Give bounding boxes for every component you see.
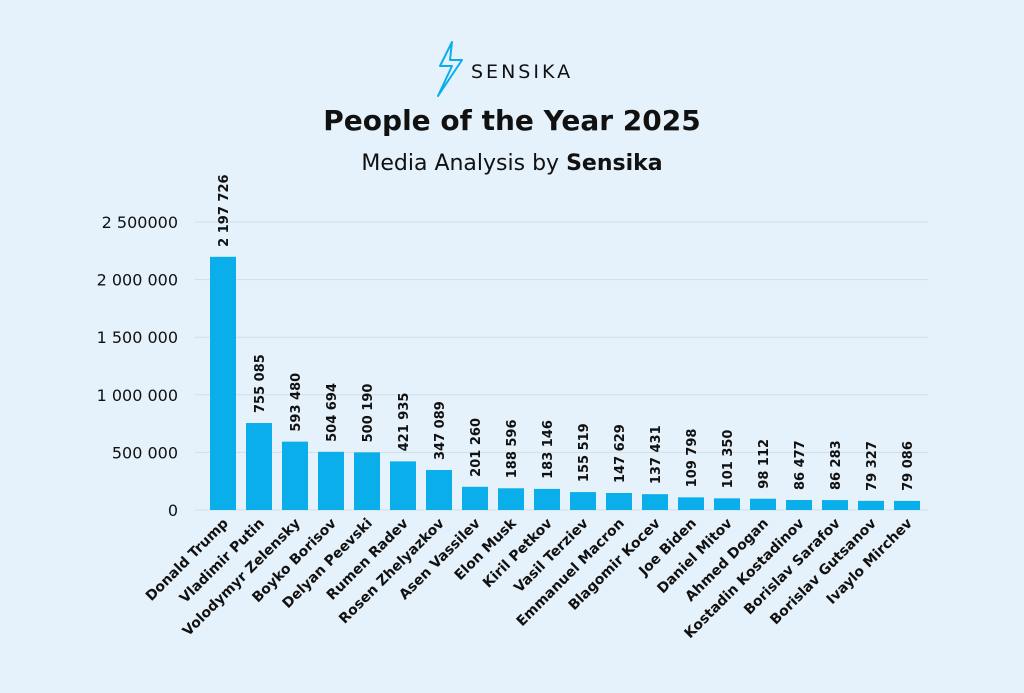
- y-tick-label: 500 000: [112, 443, 178, 462]
- value-label: 2 197 726: [217, 174, 232, 246]
- y-tick-label: 1 500 000: [97, 328, 178, 347]
- value-label: 188 596: [505, 419, 520, 478]
- value-label: 86 283: [829, 440, 844, 490]
- bar: [894, 500, 920, 510]
- value-label: 500 190: [361, 384, 376, 443]
- value-label: 79 327: [865, 441, 880, 491]
- logo: SENSIKA: [437, 41, 573, 97]
- bar: [426, 470, 452, 510]
- value-label: 101 350: [721, 430, 736, 489]
- bar: [858, 500, 884, 510]
- value-label: 347 089: [433, 401, 448, 460]
- bar: [462, 486, 488, 510]
- bar: [570, 492, 596, 510]
- bar: [786, 500, 812, 510]
- bar: [318, 451, 344, 510]
- value-label: 79 086: [901, 441, 916, 491]
- chart-title: People of the Year 2025: [323, 104, 700, 137]
- y-tick-label: 1 000 000: [97, 386, 178, 405]
- value-label: 755 085: [253, 354, 268, 413]
- value-label: 86 477: [793, 440, 808, 490]
- value-label: 98 112: [757, 439, 772, 489]
- bar: [606, 492, 632, 510]
- bar: [210, 256, 236, 510]
- value-label: 155 519: [577, 423, 592, 482]
- logo-icon: [437, 41, 463, 97]
- chart-subtitle: Media Analysis by Sensika: [361, 151, 662, 176]
- subtitle-brand: Sensika: [566, 151, 663, 176]
- y-tick-label: 2 500000: [102, 213, 178, 232]
- bar: [498, 488, 524, 510]
- value-label: 421 935: [397, 393, 412, 452]
- bar: [642, 494, 668, 510]
- bar: [390, 461, 416, 510]
- value-label: 504 694: [325, 383, 340, 442]
- y-tick-label: 2 000 000: [97, 271, 178, 290]
- value-label: 109 798: [685, 429, 700, 488]
- value-label: 147 629: [613, 424, 628, 483]
- bar: [822, 500, 848, 510]
- bar: [534, 488, 560, 510]
- bar: [750, 498, 776, 510]
- y-tick-label: 0: [168, 501, 178, 520]
- value-label: 201 260: [469, 418, 484, 477]
- value-label: 137 431: [649, 425, 664, 484]
- bar: [246, 423, 272, 510]
- bar: [714, 498, 740, 510]
- value-label: 183 146: [541, 420, 556, 479]
- brand: SENSIKA: [471, 61, 573, 83]
- value-label: 593 480: [289, 373, 304, 432]
- bar: [678, 497, 704, 510]
- bar: [282, 441, 308, 510]
- subtitle-text: Media Analysis by: [361, 151, 559, 176]
- bar: [354, 452, 380, 510]
